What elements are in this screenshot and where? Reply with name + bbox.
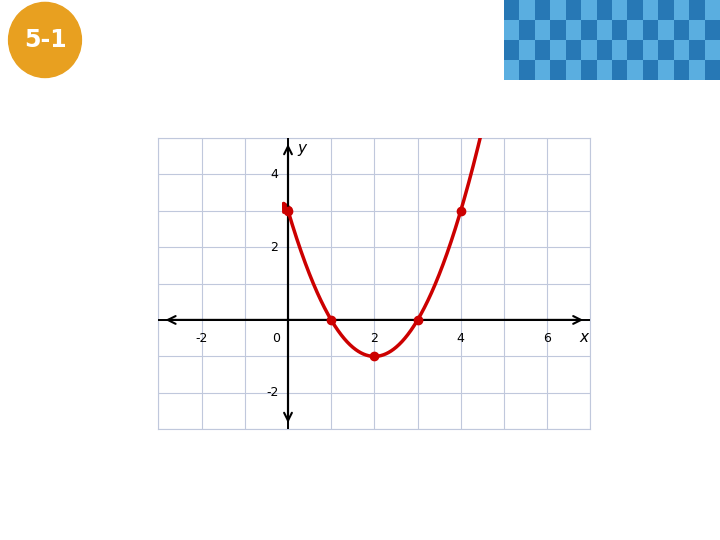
Bar <box>566 40 581 60</box>
Bar <box>535 60 550 80</box>
Bar <box>612 20 627 40</box>
Bar <box>643 0 658 20</box>
Bar <box>643 40 658 60</box>
Bar <box>674 20 689 40</box>
Text: 5-1: 5-1 <box>24 28 66 52</box>
Bar <box>627 0 643 20</box>
Bar <box>550 20 566 40</box>
Bar <box>504 40 519 60</box>
Text: Example 1 Continued: Example 1 Continued <box>243 150 477 169</box>
Bar <box>535 20 550 40</box>
Bar <box>612 0 627 20</box>
Text: 4: 4 <box>271 167 279 181</box>
Bar <box>689 60 705 80</box>
Bar <box>550 60 566 80</box>
Text: -2: -2 <box>266 386 279 400</box>
Bar <box>612 40 627 60</box>
Text: Copyright © by Holt Mc Dougal. All Rights Reserved.: Copyright © by Holt Mc Dougal. All Right… <box>377 515 706 525</box>
Bar <box>504 60 519 80</box>
Text: 0: 0 <box>272 332 280 345</box>
Text: y: y <box>297 140 307 156</box>
Bar <box>519 0 535 20</box>
Bar <box>581 60 597 80</box>
Bar <box>705 60 720 80</box>
Bar <box>581 40 597 60</box>
Text: x: x <box>580 330 588 345</box>
Bar <box>535 40 550 60</box>
Bar <box>612 60 627 80</box>
Text: -2: -2 <box>195 332 208 345</box>
Bar <box>658 0 674 20</box>
Bar <box>658 60 674 80</box>
Text: $\mathit{f}(\mathit{x}) = \mathit{x}^2 - 4\mathit{x} + 3$: $\mathit{f}(\mathit{x}) = \mathit{x}^2 -… <box>261 216 459 246</box>
Bar <box>689 20 705 40</box>
Bar <box>597 20 612 40</box>
Bar <box>597 0 612 20</box>
Bar <box>689 0 705 20</box>
Bar <box>674 60 689 80</box>
Bar <box>519 20 535 40</box>
Bar <box>705 40 720 60</box>
Bar <box>519 60 535 80</box>
Bar <box>658 20 674 40</box>
Bar <box>705 0 720 20</box>
Bar <box>566 20 581 40</box>
Text: Holt McDougal Algebra 2: Holt McDougal Algebra 2 <box>14 513 170 526</box>
Text: 4: 4 <box>457 332 464 345</box>
Bar <box>566 0 581 20</box>
Bar <box>504 20 519 40</box>
Bar <box>535 0 550 20</box>
Bar <box>674 40 689 60</box>
Bar <box>597 60 612 80</box>
Bar <box>504 0 519 20</box>
Text: 2: 2 <box>371 332 378 345</box>
Bar <box>581 0 597 20</box>
Bar <box>550 0 566 20</box>
Circle shape <box>9 2 81 78</box>
Text: 6: 6 <box>544 332 551 345</box>
Bar <box>581 20 597 40</box>
Bar <box>597 40 612 60</box>
Bar <box>658 40 674 60</box>
Text: 2: 2 <box>271 240 279 254</box>
Bar <box>689 40 705 60</box>
Bar <box>643 20 658 40</box>
Bar <box>566 60 581 80</box>
Bar <box>550 40 566 60</box>
Text: Using Transformations to Graph: Using Transformations to Graph <box>112 15 434 33</box>
Bar <box>627 20 643 40</box>
Bar <box>674 0 689 20</box>
Text: Quadratic Functions: Quadratic Functions <box>112 51 315 69</box>
Bar <box>705 20 720 40</box>
Bar <box>519 40 535 60</box>
Bar <box>627 60 643 80</box>
Bar <box>627 40 643 60</box>
Bar <box>643 60 658 80</box>
